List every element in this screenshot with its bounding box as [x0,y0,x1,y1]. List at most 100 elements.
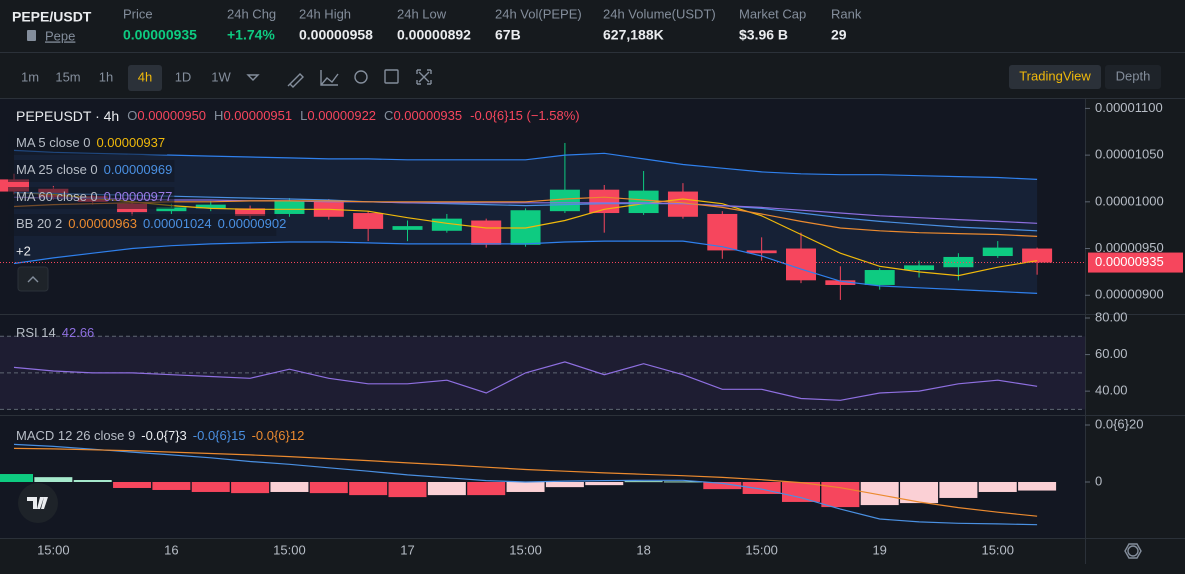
last-price-label: 0.00000935 [1095,254,1164,269]
ohlc-key: L [300,108,307,123]
fullscreen-tool[interactable] [416,69,432,85]
stat-label: Market Cap [739,6,806,21]
stat-value: +1.74% [227,27,275,43]
candle-body [786,248,816,281]
ohlc-legend: PEPEUSDT · 4h O0.00000950 H0.00000951 L0.00… [16,108,580,124]
stat-value: 0.00000935 [123,27,197,43]
macd-bar [703,482,742,490]
pair: PEPE/USDT [12,9,92,25]
macd-bar [1018,482,1057,491]
draw-tool[interactable] [287,73,304,88]
stat-value: $3.96 B [739,27,788,43]
rsi-name: RSI 14 [16,325,56,340]
indicator-name: MA 60 close 0 [16,189,98,204]
macd-bar [191,482,230,492]
candle-body [904,265,935,271]
settings-button-frame[interactable] [1124,543,1142,559]
indicator-name: BB 20 2 [16,216,62,231]
view-tab[interactable] [1009,65,1101,89]
settings-button[interactable] [1127,545,1139,557]
candle-body [628,190,659,214]
legend-row-bg [8,133,168,155]
macd-bar [309,482,348,494]
x-tick-label: 17 [400,542,414,557]
macd-bar [782,482,820,502]
more-intervals[interactable] [246,74,260,81]
indicator-legend: BB 20 2 0.00000963 0.00001024 0.00000902 [16,216,286,231]
x-tick-label: 16 [164,542,178,557]
settings-tool[interactable] [354,70,368,84]
collapse-button[interactable] [17,266,49,292]
interval[interactable]: 15m [55,69,80,84]
y-tick-label: 0.0{6}20 [1095,416,1143,431]
macd-bar [939,482,978,498]
indicator-line [13,196,1038,224]
indicator-name: MA 25 close 0 [16,162,98,177]
macd-bar [663,481,702,483]
indicator-line [13,196,1038,237]
y-tick-label: 0 [1095,473,1102,488]
candle-body [195,204,226,209]
coin-link[interactable]: Pepe [45,28,75,43]
candle-body [549,189,580,212]
macd-bar [978,482,1017,492]
stat-value: 627,188K [603,27,664,43]
macd-bar [742,482,781,494]
x-tick-label: 19 [872,542,886,557]
legend-row-bg [8,187,175,209]
candle-body [982,247,1013,257]
x-tick-label: 15:00 [745,542,778,557]
indicator-legend: MA 60 close 0 0.00000977 [16,189,172,204]
interval[interactable]: 1h [99,69,113,84]
legend-row-bg [8,214,277,236]
view-label[interactable]: Depth [1116,68,1151,83]
interval[interactable]: 1W [211,69,231,84]
interval[interactable]: 1D [175,69,192,84]
stat-value: 29 [831,27,847,43]
y-tick-label: 40.00 [1095,383,1128,398]
stat-value: 0.00000958 [299,27,373,43]
ohlc-value: 0.00000950 [137,108,206,123]
last-price-box [1088,252,1183,273]
macd-bar [34,477,73,483]
y-tick-label: 60.00 [1095,346,1128,361]
x-tick-label: 15:00 [509,542,542,557]
macd-bar [585,482,624,486]
macd-bar [624,481,663,483]
indicator-value: 0.00000902 [218,216,287,231]
save-tool[interactable] [384,69,399,84]
macd-legend: MACD 12 26 close 9 -0.0{7}3 -0.0{6}15 -0.0{… [16,428,304,443]
view-tab[interactable] [1105,65,1161,89]
indicator-value: 0.00000969 [104,162,173,177]
macd-value: -0.0{6}15 [193,428,246,443]
stat-value: 67B [495,27,521,43]
macd-bar [73,480,112,483]
x-tick-label: 15:00 [37,542,70,557]
y-tick-label: 80.00 [1095,309,1128,324]
indicator-line [13,443,1038,526]
interval-highlight [128,65,162,91]
rsi-legend: RSI 14 42.66 [16,325,94,340]
interval[interactable]: 4h [138,69,152,84]
ohlc-value: 0.00000951 [223,108,292,123]
indicator-tool[interactable] [320,70,339,86]
interval[interactable]: 1m [21,69,39,84]
indicator-line [13,447,1038,517]
stat-label: Rank [831,6,862,21]
ohlc-key: O [127,108,137,123]
logo [18,483,58,523]
macd-bar [467,482,506,496]
indicator-line [13,191,1038,232]
candle-body [156,207,187,212]
change: -0.0{6}15 (−1.58%) [470,108,580,123]
candle-body [471,220,502,245]
macd-value: -0.0{6}12 [252,428,305,443]
ohlc-value: 0.00000935 [393,108,462,123]
view-label[interactable]: TradingView [1019,68,1091,83]
y-tick-label: 0.00000950 [1095,240,1164,255]
x-tick-label: 15:00 [981,542,1014,557]
collapse-icon [27,276,39,283]
macd-bar [860,482,899,506]
